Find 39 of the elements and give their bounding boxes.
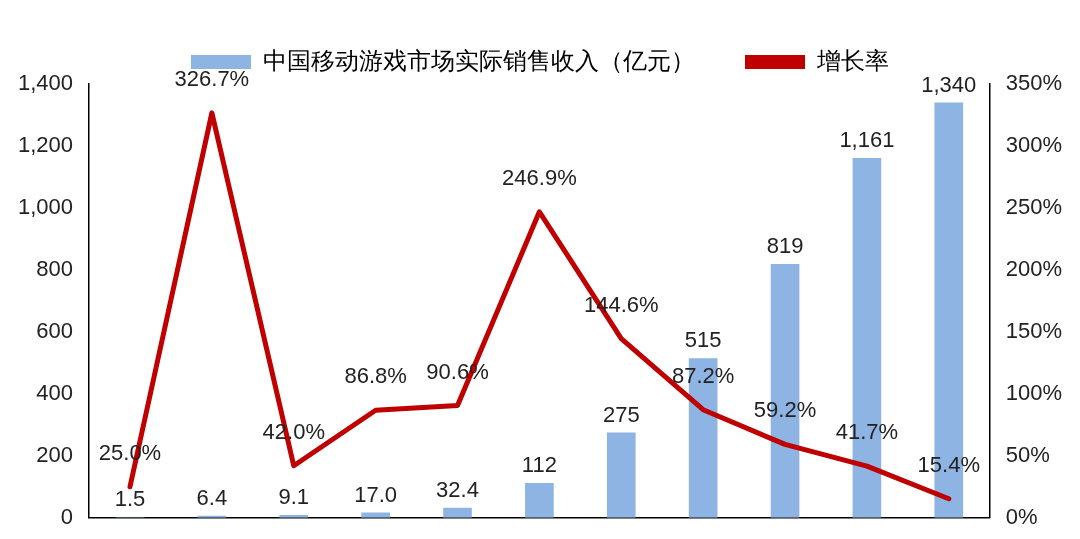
- y2-tick-label: 200%: [1005, 255, 1063, 281]
- y-tick-label: 400: [36, 379, 74, 405]
- y-tick-label: 1,200: [17, 132, 74, 158]
- data-label: 112: [521, 452, 557, 478]
- data-label: 15.4%: [917, 451, 980, 477]
- y-tick-label: 200: [36, 441, 74, 467]
- y2-tick-label: 350%: [1005, 70, 1063, 96]
- data-label: 32.4: [436, 476, 479, 502]
- data-label: 59.2%: [753, 397, 817, 423]
- data-label: 819: [766, 233, 804, 259]
- data-label: 515: [684, 327, 722, 353]
- y-tick-label: 800: [36, 255, 74, 281]
- data-label: 9.1: [278, 484, 310, 510]
- y-tick-label: 0: [60, 503, 74, 529]
- legend-label: 中国移动游戏市场实际销售收入（亿元）: [263, 46, 695, 74]
- y2-tick-label: 250%: [1005, 194, 1063, 220]
- data-label: 41.7%: [835, 419, 899, 445]
- data-label: 275: [602, 401, 640, 427]
- data-label: 6.4: [196, 484, 228, 510]
- data-label: 1,340: [921, 71, 977, 97]
- y-tick-label: 600: [36, 317, 74, 343]
- bar: [443, 507, 472, 518]
- y2-tick-label: 0%: [1005, 503, 1038, 529]
- bar: [525, 483, 554, 518]
- data-label: 246.9%: [502, 164, 577, 190]
- y2-tick-label: 100%: [1005, 379, 1063, 405]
- y2-tick-label: 50%: [1005, 441, 1050, 467]
- data-label: 1,161: [839, 127, 895, 153]
- bar: [606, 432, 636, 518]
- y2-tick-label: 300%: [1005, 132, 1063, 158]
- data-label: 87.2%: [671, 362, 735, 388]
- y-tick-label: 1,400: [17, 70, 74, 96]
- data-label: 1.5: [114, 486, 146, 512]
- y-tick-label: 1,000: [17, 194, 74, 220]
- data-label: 86.8%: [344, 363, 407, 389]
- data-label: 17.0: [354, 481, 398, 507]
- data-label: 326.7%: [174, 65, 250, 91]
- legend-label: 增长率: [816, 46, 889, 74]
- y2-tick-label: 150%: [1005, 317, 1063, 343]
